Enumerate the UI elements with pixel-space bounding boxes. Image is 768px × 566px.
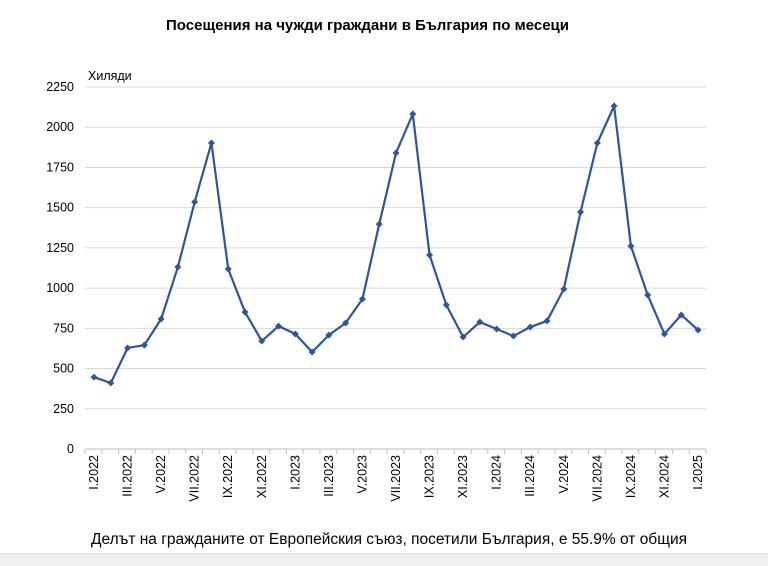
- x-tick-label: I.2024: [490, 455, 504, 490]
- data-point: [560, 285, 568, 293]
- data-point: [442, 301, 450, 309]
- data-point: [593, 139, 601, 147]
- y-tick-label: 2250: [46, 80, 74, 94]
- data-point: [191, 198, 199, 206]
- data-point: [241, 308, 249, 316]
- data-point: [409, 110, 417, 118]
- y-tick-label: 500: [53, 362, 74, 376]
- data-point: [426, 251, 434, 259]
- data-point: [577, 208, 585, 216]
- data-point: [90, 373, 98, 381]
- data-point: [224, 265, 232, 273]
- x-tick-label: III.2024: [523, 455, 537, 497]
- x-tick-label: IX.2022: [221, 455, 235, 498]
- footer-note: Делът на гражданите от Европейския съюз,…: [91, 531, 687, 548]
- x-tick-label: III.2022: [121, 455, 135, 497]
- chart-title: Посещения на чужди граждани в България п…: [166, 17, 569, 34]
- scrollbar-area: [0, 553, 768, 566]
- y-tick-label: 0: [67, 442, 74, 456]
- data-point: [140, 341, 148, 349]
- data-point: [358, 295, 366, 303]
- data-point: [476, 318, 484, 326]
- data-point: [543, 317, 551, 325]
- data-point: [174, 263, 182, 271]
- y-axis-label: Хиляди: [88, 69, 132, 83]
- y-tick-label: 2000: [46, 120, 74, 134]
- x-tick-label: XI.2022: [255, 455, 269, 498]
- data-point: [694, 326, 702, 334]
- data-point: [627, 242, 635, 250]
- data-point: [258, 337, 266, 345]
- y-tick-label: 250: [53, 402, 74, 416]
- y-tick-label: 1250: [46, 241, 74, 255]
- data-point: [291, 330, 299, 338]
- data-point: [392, 149, 400, 157]
- data-point: [644, 291, 652, 299]
- data-point: [325, 331, 333, 339]
- data-point: [493, 325, 501, 333]
- y-tick-label: 750: [53, 321, 74, 335]
- y-tick-label: 1000: [46, 281, 74, 295]
- x-tick-label: III.2023: [322, 455, 336, 497]
- x-tick-label: I.2022: [87, 455, 101, 490]
- y-tick-label: 1500: [46, 201, 74, 215]
- data-point: [660, 330, 668, 338]
- x-tick-label: VII.2024: [590, 455, 604, 502]
- data-point: [509, 332, 517, 340]
- data-point: [610, 102, 618, 110]
- x-tick-label: IX.2023: [423, 455, 437, 498]
- data-point: [375, 220, 383, 228]
- x-tick-label: VII.2023: [389, 455, 403, 502]
- x-tick-label: V.2023: [355, 455, 369, 494]
- data-point: [207, 139, 215, 147]
- y-tick-label: 1750: [46, 160, 74, 174]
- data-point: [107, 379, 115, 387]
- series-line: [93, 101, 699, 385]
- data-point: [459, 333, 467, 341]
- x-tick-label: XI.2023: [456, 455, 470, 498]
- x-tick-label: V.2024: [557, 455, 571, 494]
- data-point: [308, 348, 316, 356]
- data-point: [157, 315, 165, 323]
- x-tick-label: VII.2022: [188, 455, 202, 502]
- data-point: [677, 311, 685, 319]
- x-tick-label: I.2025: [691, 455, 705, 490]
- x-tick-label: V.2022: [154, 455, 168, 494]
- data-point: [275, 322, 283, 330]
- x-tick-label: IX.2024: [624, 455, 638, 498]
- x-tick-label: I.2023: [288, 455, 302, 490]
- x-tick-label: XI.2024: [657, 455, 671, 498]
- data-point: [124, 344, 132, 352]
- data-point: [526, 323, 534, 331]
- data-point: [342, 319, 350, 327]
- line-chart: 0 250 500 750 1000 1250 1500 1750 2000 2250 Хиляди…: [46, 69, 707, 502]
